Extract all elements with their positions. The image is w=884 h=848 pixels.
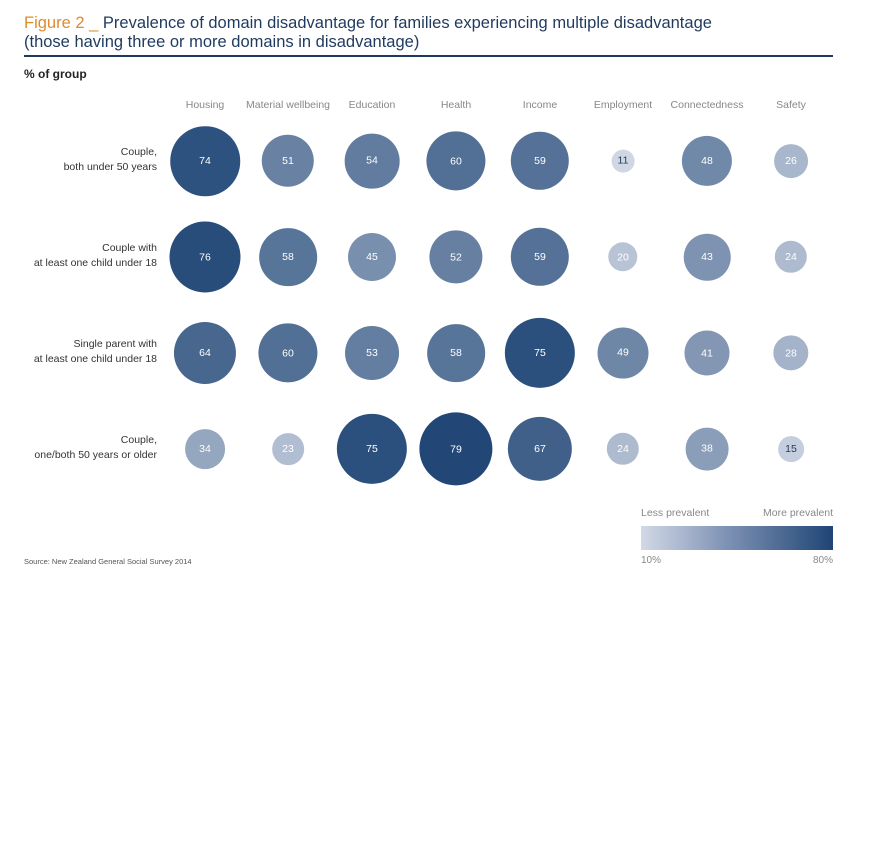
legend-min-label: 10% xyxy=(641,555,662,566)
row-label-line-2: at least one child under 18 xyxy=(33,353,157,365)
bubble-value: 24 xyxy=(606,432,640,466)
bubble-value: 60 xyxy=(426,131,486,191)
row-label-line-2: both under 50 years xyxy=(63,161,157,173)
column-label-education: Education xyxy=(348,99,396,111)
bubble-value: 75 xyxy=(504,317,576,389)
bubble-value: 49 xyxy=(597,327,649,379)
bubble-value: 15 xyxy=(778,436,804,462)
bubble-value: 60 xyxy=(258,323,318,383)
bubble-value: 45 xyxy=(348,233,396,281)
column-label-material-wellbeing: Material wellbeing xyxy=(245,99,331,111)
bubble-value: 51 xyxy=(261,134,315,188)
legend-gradient-bar xyxy=(641,526,833,550)
title-rule xyxy=(24,55,833,57)
column-label-connectedness: Connectedness xyxy=(670,99,744,111)
bubble-value: 75 xyxy=(336,413,408,485)
bubble-value: 26 xyxy=(774,144,808,178)
row-label-line-1: Couple, xyxy=(120,434,157,446)
bubble-value: 38 xyxy=(685,427,729,471)
bubble-value: 53 xyxy=(345,326,399,380)
bubble-value: 67 xyxy=(507,416,573,482)
bubble-value: 23 xyxy=(272,433,304,465)
bubble-value: 59 xyxy=(510,227,570,287)
bubble-value: 64 xyxy=(173,321,237,385)
row-label-line-1: Couple with xyxy=(102,242,157,254)
column-label-safety: Safety xyxy=(776,99,806,111)
chart-title: Figure 2 _ Prevalence of domain disadvan… xyxy=(24,14,712,52)
column-label-housing: Housing xyxy=(185,99,225,111)
bubble-value: 74 xyxy=(170,126,240,196)
row-label: Couple, both under 50 years xyxy=(64,145,157,175)
legend-max-label: 80% xyxy=(813,555,834,566)
row-label: Single parent with at least one child und… xyxy=(34,337,157,367)
row-label: Couple, one/both 50 years or older xyxy=(34,433,157,463)
bubble-value: 54 xyxy=(344,133,400,189)
row-label-line-2: one/both 50 years or older xyxy=(34,449,157,461)
source-note: Source: New Zealand General Social Surve… xyxy=(24,557,192,566)
row-label-line-1: Couple, xyxy=(120,146,157,158)
legend-less-label: Less prevalent xyxy=(641,507,710,519)
title-line-2: (those having three or more domains in d… xyxy=(24,33,420,51)
bubble-value: 58 xyxy=(259,228,317,286)
bubble-value: 52 xyxy=(429,230,483,284)
figure-number: Figure 2 _ xyxy=(24,14,99,32)
legend-more-label: More prevalent xyxy=(763,507,834,519)
bubble-value: 48 xyxy=(681,135,733,187)
bubble-value: 43 xyxy=(683,233,731,281)
row-label-line-1: Single parent with xyxy=(73,338,157,350)
bubble-value: 11 xyxy=(611,149,635,173)
bubble-value: 28 xyxy=(773,335,809,371)
row-label: Couple with at least one child under 18 xyxy=(34,241,157,271)
column-label-income: Income xyxy=(522,99,558,111)
bubble-value: 20 xyxy=(608,242,638,272)
bubble-value: 41 xyxy=(684,330,730,376)
bubble-value: 59 xyxy=(510,131,570,191)
bubble-value: 76 xyxy=(169,221,241,293)
column-label-health: Health xyxy=(440,99,472,111)
bubble-value: 24 xyxy=(774,240,808,274)
bubble-value: 58 xyxy=(427,324,485,382)
row-label-line-2: at least one child under 18 xyxy=(33,257,157,269)
column-label-employment: Employment xyxy=(593,99,653,111)
bubble-value: 79 xyxy=(419,412,493,486)
bubble-value: 34 xyxy=(185,429,225,469)
y-axis-label: % of group xyxy=(24,67,87,81)
title-line-1: Prevalence of domain disadvantage for fa… xyxy=(102,14,712,32)
